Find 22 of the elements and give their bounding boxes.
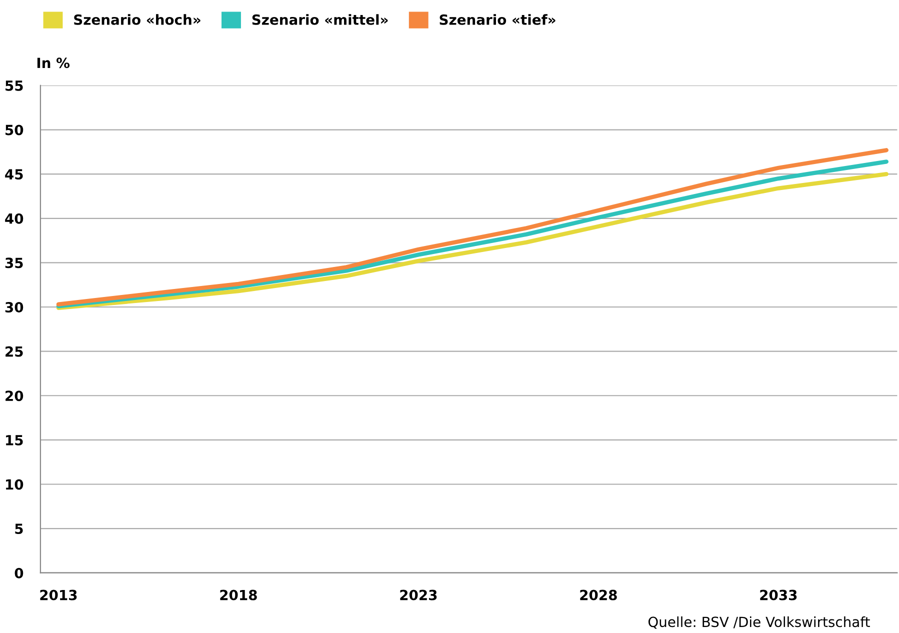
y-tick-label: 20 — [6, 390, 24, 402]
y-tick-label: 55 — [6, 80, 23, 91]
y-tick-label: 45 — [5, 169, 23, 180]
y-tick-label: 25 — [6, 346, 23, 357]
legend-label: Szenario «hoch» — [74, 14, 200, 25]
y-tick-label: 0 — [14, 568, 24, 578]
y-tick-label: 40 — [5, 213, 24, 224]
y-tick-label: 10 — [6, 479, 24, 490]
x-tick-label: 2013 — [40, 590, 77, 600]
y-axis-title: In % — [37, 58, 70, 68]
x-tick-label: 2023 — [400, 590, 437, 600]
y-tick-label: 50 — [6, 124, 24, 136]
y-tick-label: 35 — [5, 258, 23, 268]
legend-label: Szenario «mittel» — [252, 14, 388, 25]
legend-label: Szenario «tief» — [440, 14, 556, 25]
x-tick-label: 2028 — [580, 590, 617, 600]
x-tick-label: 2033 — [760, 590, 797, 600]
y-tick-label: 15 — [6, 435, 23, 446]
y-tick-label: 30 — [5, 302, 24, 312]
source-note: Quelle: BSV /Die Volkswirtschaft — [648, 616, 870, 629]
y-tick-label: 5 — [15, 524, 23, 534]
x-tick-label: 2018 — [220, 590, 257, 600]
